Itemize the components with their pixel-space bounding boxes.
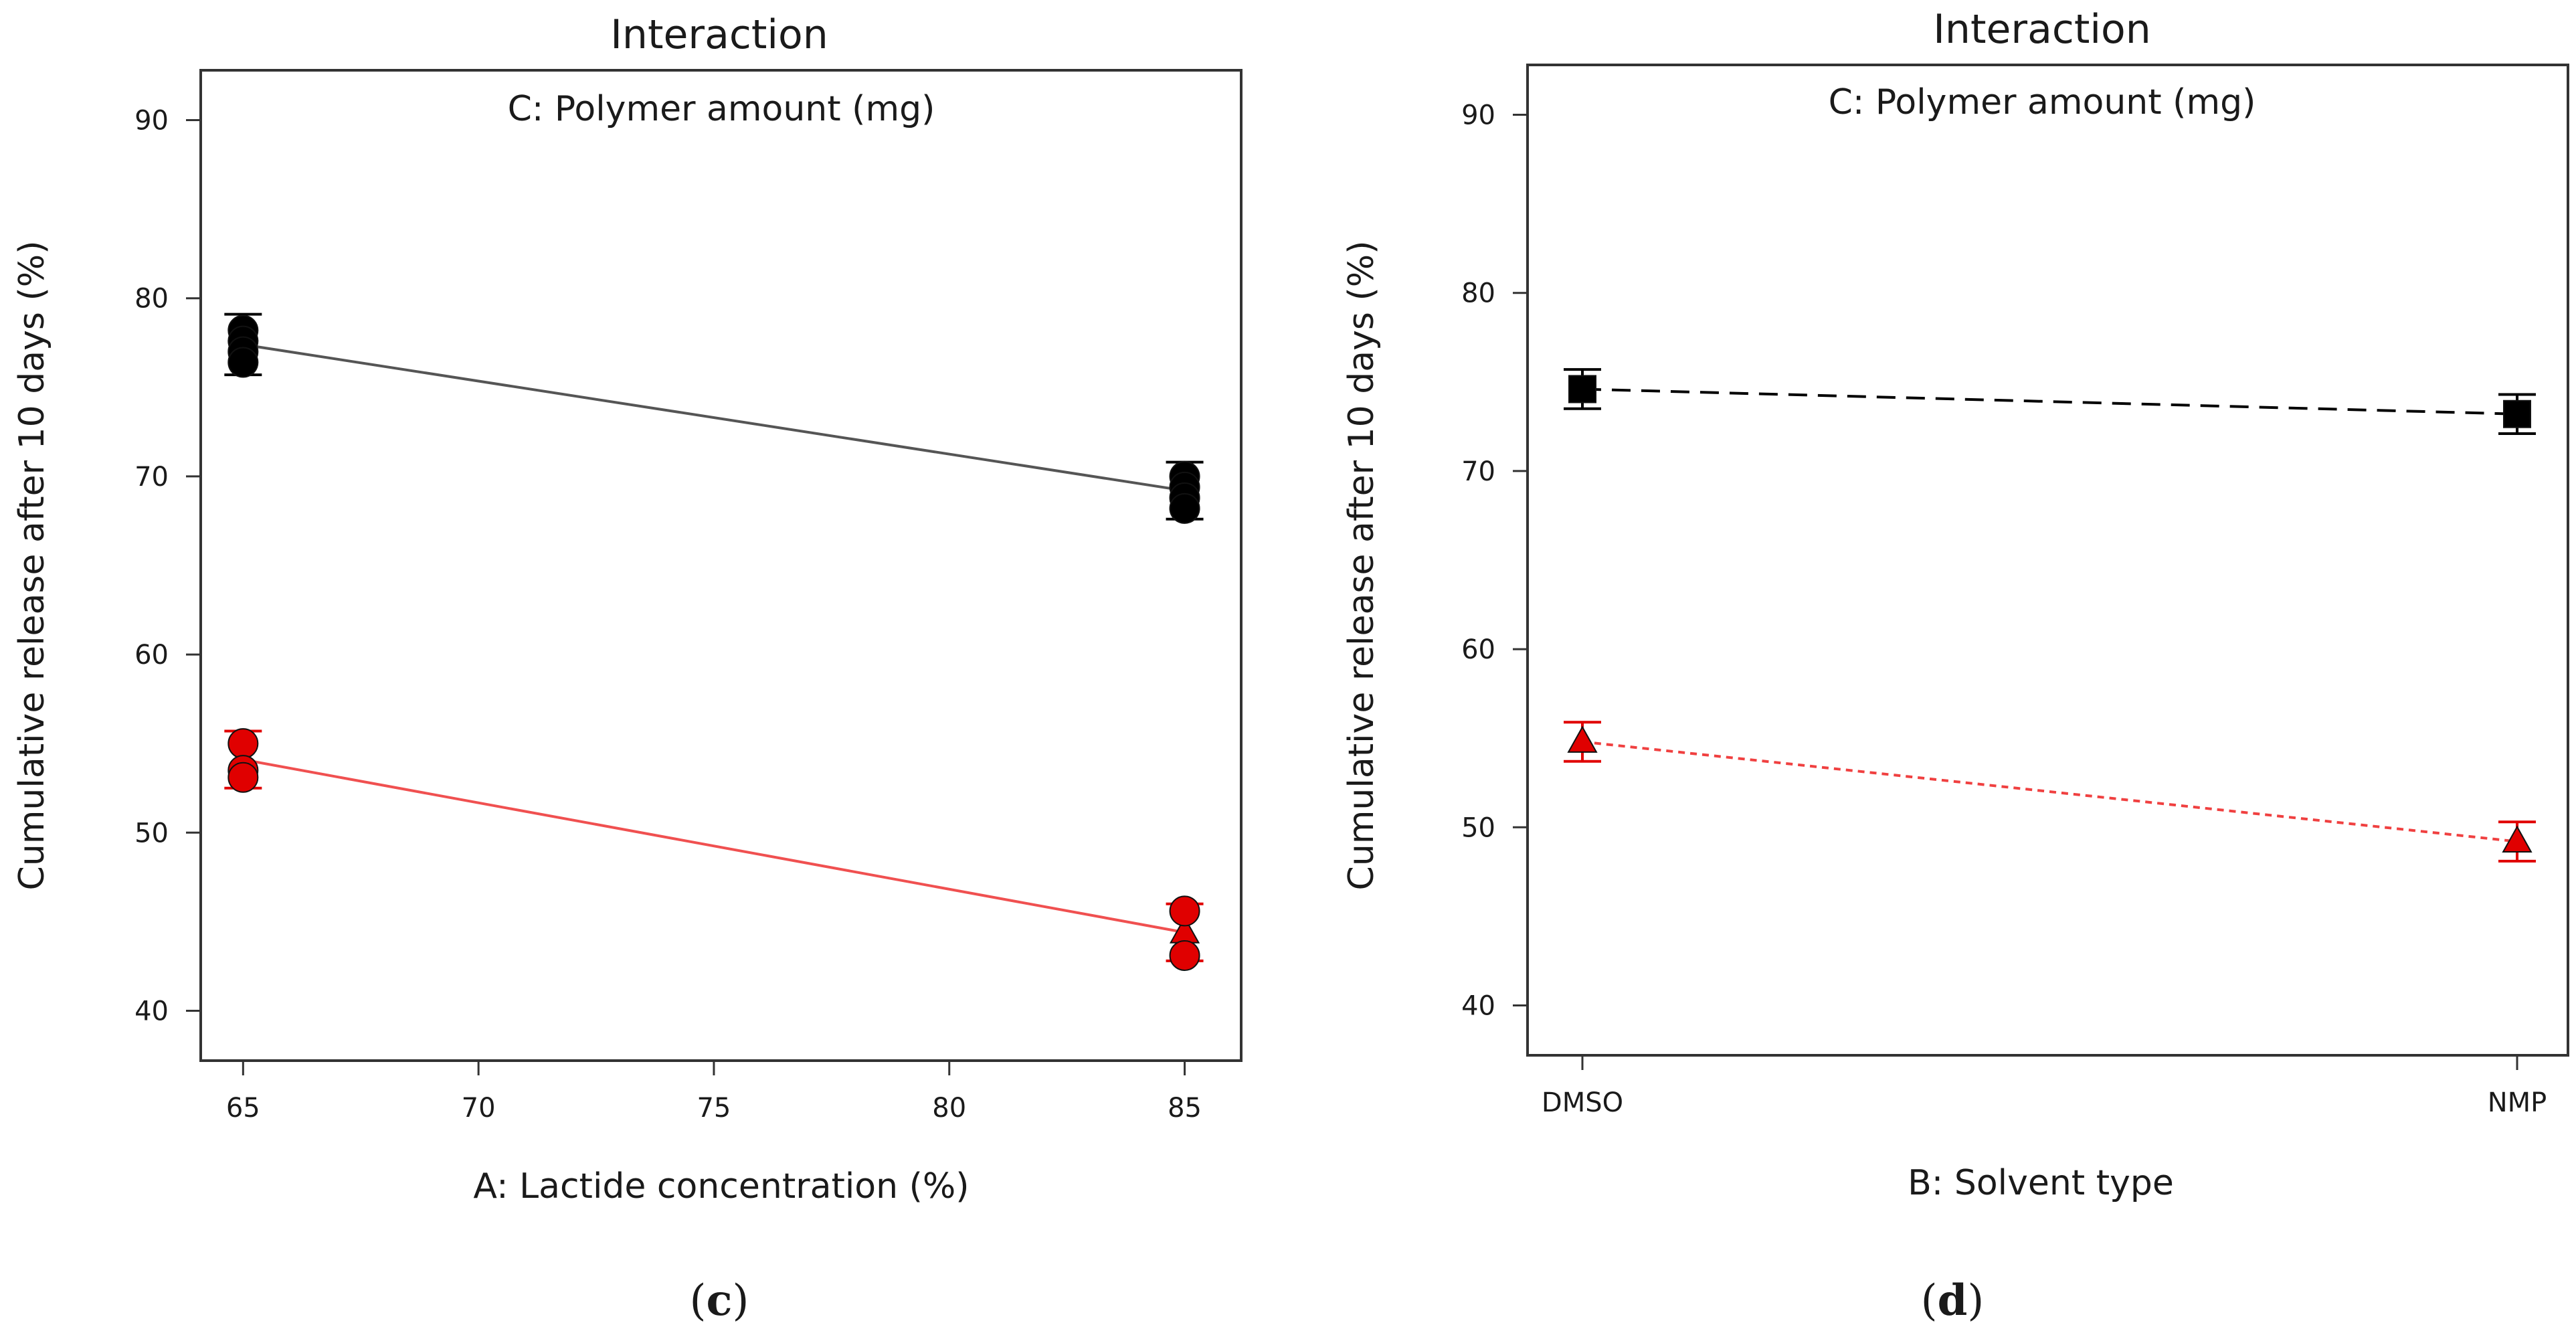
panel-c-tag: (c) <box>690 1275 749 1326</box>
mean-marker <box>1568 375 1596 404</box>
mean-marker <box>2502 825 2533 853</box>
x-tick-label: 80 <box>932 1093 966 1124</box>
panel-d-x-axis-label: B: Solvent type <box>1908 1163 2174 1203</box>
panel-c-y-ticks: 40 50 60 70 80 90 <box>134 106 201 1027</box>
panel-d-chart: Interaction C: Polymer amount (mg) Cumul… <box>1342 6 2569 1326</box>
x-tick-label: 65 <box>226 1093 260 1124</box>
observation-point <box>227 762 259 793</box>
panel-c-y-axis-label: Cumulative release after 10 days (%) <box>12 241 52 891</box>
panel-d-y-axis-label: Cumulative release after 10 days (%) <box>1342 241 1382 891</box>
observation-point <box>1169 940 1200 971</box>
mean-marker <box>1567 725 1598 753</box>
series-high <box>224 313 1204 524</box>
panel-c-plot-frame <box>199 69 1243 1062</box>
y-tick-label: 80 <box>134 284 169 315</box>
y-tick-label: 70 <box>134 462 169 493</box>
panel-c-chart: Interaction C: Polymer amount (mg) Cumul… <box>12 11 1243 1326</box>
series-low <box>224 728 1204 971</box>
panel-c-x-ticks: 65 70 75 80 85 <box>226 1061 1202 1124</box>
y-tick-label: 60 <box>134 640 169 671</box>
y-tick-label: 90 <box>1461 100 1495 131</box>
x-tick-label: 85 <box>1168 1093 1202 1124</box>
panel-d-title: Interaction <box>1933 6 2151 53</box>
series-line <box>242 758 1185 934</box>
series-line <box>1582 740 2518 843</box>
y-tick-label: 80 <box>1461 278 1495 309</box>
y-tick-label: 40 <box>1461 990 1495 1021</box>
series-high <box>1564 368 2536 436</box>
series-low <box>1564 721 2536 863</box>
series-line <box>1582 387 2518 416</box>
panel-d-tag-letter: d <box>1938 1275 1968 1326</box>
panel-c-x-axis-label: A: Lactide concentration (%) <box>473 1166 969 1207</box>
panel-d-x-ticks: DMSO NMP <box>1542 1055 2547 1118</box>
panel-c-subtitle: C: Polymer amount (mg) <box>508 89 935 129</box>
y-tick-label: 50 <box>134 818 169 849</box>
observation-point <box>227 728 259 760</box>
panel-c-tag-letter: c <box>707 1275 733 1326</box>
panel-c-series <box>224 313 1204 971</box>
y-tick-label: 90 <box>134 106 169 137</box>
y-tick-label: 50 <box>1461 812 1495 843</box>
series-line <box>243 343 1185 493</box>
mean-marker <box>2503 399 2531 428</box>
panel-d-plot-frame <box>1526 64 2569 1057</box>
y-tick-label: 70 <box>1461 456 1495 487</box>
observation-point <box>1169 895 1200 927</box>
y-tick-label: 40 <box>134 996 169 1027</box>
panel-c-title: Interaction <box>610 11 828 58</box>
x-tick-label: 70 <box>462 1093 496 1124</box>
panel-d-tag: (d) <box>1921 1275 1985 1326</box>
y-tick-label: 60 <box>1461 634 1495 665</box>
panel-d-y-ticks: 40 50 60 70 80 90 <box>1461 100 1528 1021</box>
x-tick-label: 75 <box>697 1093 731 1124</box>
panel-d-series <box>1564 368 2536 863</box>
panel-d-subtitle: C: Polymer amount (mg) <box>1829 82 2256 122</box>
observation-point <box>1169 493 1200 524</box>
x-tick-label: NMP <box>2488 1087 2547 1118</box>
x-tick-label: DMSO <box>1542 1087 1623 1118</box>
observation-point <box>227 347 259 378</box>
